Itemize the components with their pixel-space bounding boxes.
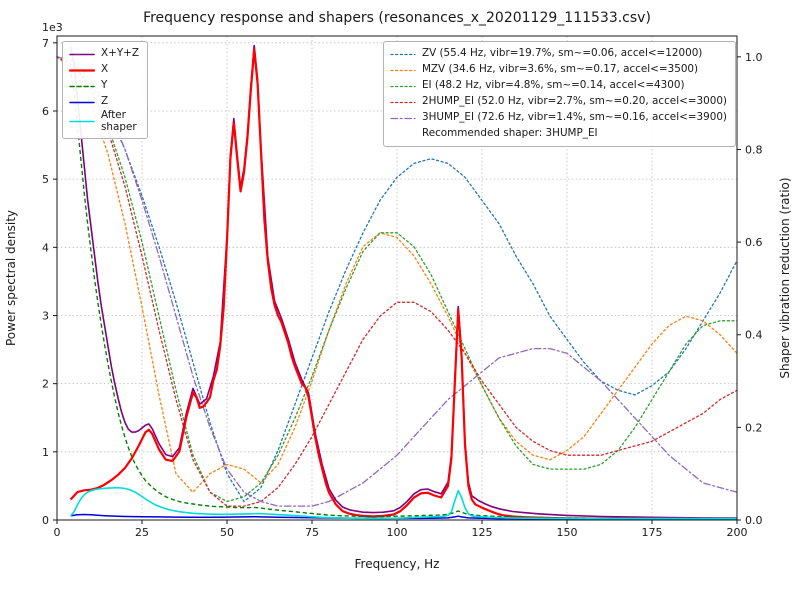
psd-line-x xyxy=(69,48,737,521)
psd-line-after-shaper xyxy=(69,486,737,520)
x-axis-label: Frequency, Hz xyxy=(355,557,440,571)
legend-line-sample xyxy=(390,117,416,119)
legend-line-sample xyxy=(390,53,416,55)
legend-item-after-shaper: After shaper xyxy=(69,109,139,134)
legend-line-sample xyxy=(69,85,95,87)
shaper-line-3hump-ei xyxy=(56,56,738,507)
legend-label: X+Y+Z xyxy=(101,47,139,60)
psd-curves xyxy=(69,44,738,521)
legend-line-sample xyxy=(69,101,95,103)
shaper-line-ei xyxy=(56,56,738,503)
legend-line-sample xyxy=(69,53,95,55)
legend-line-sample xyxy=(390,101,416,103)
y-left-tick-label: 2 xyxy=(42,378,49,391)
legend-label: After shaper xyxy=(101,109,137,133)
legend-item-2hump-ei: 2HUMP_EI (52.0 Hz, vibr=2.7%, sm~=0.20, … xyxy=(390,94,727,110)
legend-line-sample xyxy=(69,121,95,123)
y-right-tick-label: 0.2 xyxy=(745,421,763,434)
x-tick-label: 25 xyxy=(135,526,149,539)
y-right-tick-label: 0.6 xyxy=(745,236,763,249)
psd-line-z xyxy=(70,513,738,521)
plot-area: 0 25 50 75 100 125 150 175 200 0 1 2 3 4 5 6 7 0.0 0.2 0.4 0… xyxy=(42,35,763,539)
legend-item-recommended-shaper: Recommended shaper: 3HUMP_EI xyxy=(390,126,727,142)
y-left-tick-label: 7 xyxy=(42,37,49,50)
y-axis-offset-label: 1e3 xyxy=(42,21,63,34)
x-tick-label: 150 xyxy=(557,526,578,539)
legend-item-mzv: MZV (34.6 Hz, vibr=3.6%, sm~=0.17, accel… xyxy=(390,62,727,78)
axis-ticks: 0 25 50 75 100 125 150 175 200 0 1 2 3 4 5 6 7 0.0 0.2 0.4 0… xyxy=(42,37,763,539)
legend-item-zv: ZV (55.4 Hz, vibr=19.7%, sm~=0.06, accel… xyxy=(390,46,727,62)
legend-shapers: ZV (55.4 Hz, vibr=19.7%, sm~=0.06, accel… xyxy=(382,41,736,147)
legend-item-xyz: X+Y+Z xyxy=(69,46,139,62)
x-tick-label: 75 xyxy=(305,526,319,539)
y-left-tick-label: 1 xyxy=(42,446,49,459)
chart-title: Frequency response and shapers (resonanc… xyxy=(143,10,651,26)
legend-line-sample xyxy=(390,85,416,87)
shaper-line-zv xyxy=(56,56,738,503)
x-tick-label: 125 xyxy=(472,526,493,539)
y-left-tick-label: 6 xyxy=(42,105,49,118)
legend-line-sample xyxy=(390,129,416,140)
legend-item-3hump-ei: 3HUMP_EI (72.6 Hz, vibr=1.4%, sm~=0.16, … xyxy=(390,110,727,126)
legend-line-sample xyxy=(390,69,416,71)
legend-item-ei: EI (48.2 Hz, vibr=4.8%, sm~=0.14, accel<… xyxy=(390,78,727,94)
legend-item-x: X xyxy=(69,62,139,78)
plot-frame xyxy=(56,35,738,521)
legend-item-z: Z xyxy=(69,94,139,110)
y-right-axis-label: Shaper vibration reduction (ratio) xyxy=(778,177,792,378)
y-left-tick-label: 4 xyxy=(42,241,49,254)
y-right-tick-label: 0.4 xyxy=(745,329,763,342)
legend-label: EI (48.2 Hz, vibr=4.8%, sm~=0.14, accel<… xyxy=(421,79,685,92)
x-tick-label: 200 xyxy=(727,526,748,539)
x-tick-label: 0 xyxy=(54,526,61,539)
shaper-line-2hump-ei xyxy=(56,56,738,507)
legend-line-sample xyxy=(69,68,95,72)
x-tick-label: 100 xyxy=(387,526,408,539)
shaper-line-mzv xyxy=(56,56,738,494)
legend-psd: X+Y+Z X Y Z After shaper xyxy=(62,41,148,139)
x-tick-label: 50 xyxy=(220,526,234,539)
y-right-tick-label: 1.0 xyxy=(745,51,763,64)
y-left-tick-label: 5 xyxy=(42,173,49,186)
y-right-tick-label: 0.8 xyxy=(745,143,763,156)
y-left-axis-label: Power spectral density xyxy=(4,210,18,346)
y-left-tick-label: 3 xyxy=(42,309,49,322)
legend-label: ZV (55.4 Hz, vibr=19.7%, sm~=0.06, accel… xyxy=(421,47,703,60)
legend-label: Y xyxy=(101,79,108,92)
legend-label: Recommended shaper: 3HUMP_EI xyxy=(421,127,598,140)
legend-label: 3HUMP_EI (72.6 Hz, vibr=1.4%, sm~=0.16, … xyxy=(421,111,727,124)
x-tick-label: 175 xyxy=(642,526,663,539)
psd-line-y xyxy=(69,73,738,520)
y-right-tick-label: 0.0 xyxy=(745,514,763,527)
shaper-curves xyxy=(56,56,738,507)
legend-label: MZV (34.6 Hz, vibr=3.6%, sm~=0.17, accel… xyxy=(421,63,699,76)
legend-label: X xyxy=(101,63,109,76)
legend-label: 2HUMP_EI (52.0 Hz, vibr=2.7%, sm~=0.20, … xyxy=(421,95,727,108)
legend-label: Z xyxy=(101,95,109,108)
y-left-tick-label: 0 xyxy=(42,514,49,527)
legend-item-y: Y xyxy=(69,78,139,94)
